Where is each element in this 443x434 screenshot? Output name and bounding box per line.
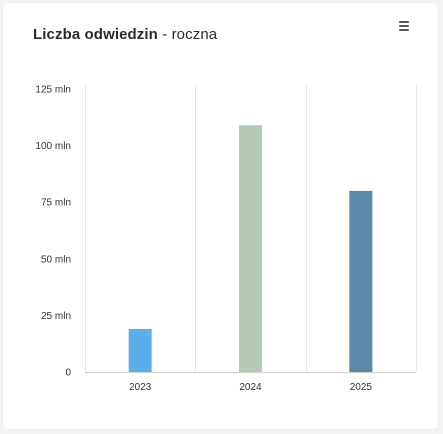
x-tick-labels: 2023 2024 2025 (129, 382, 372, 393)
chart-title-suffix: - roczna (157, 26, 218, 43)
y-tick-label: 25 mln (41, 311, 71, 322)
grid-layer (85, 85, 417, 373)
x-tick-label: 2024 (239, 382, 262, 393)
y-tick-label: 125 mln (35, 85, 71, 96)
y-tick-label: 75 mln (41, 198, 71, 209)
chart-title: Liczba odwiedzin - roczna (33, 26, 217, 43)
y-tick-label: 100 mln (35, 141, 71, 152)
x-tick-label: 2025 (350, 382, 373, 393)
y-tick-label: 50 mln (41, 254, 71, 265)
bar-2023 (128, 328, 152, 372)
bar-2025 (349, 190, 373, 372)
chart-title-main: Liczba odwiedzin (33, 26, 158, 43)
y-tick-labels: 0 25 mln 50 mln 75 mln 100 mln 125 mln (35, 85, 71, 379)
x-tick-label: 2023 (129, 382, 152, 393)
hamburger-menu-icon[interactable] (397, 19, 413, 35)
bar-layer (128, 125, 373, 372)
y-tick-label: 0 (65, 368, 71, 379)
bar-2024 (239, 125, 262, 372)
